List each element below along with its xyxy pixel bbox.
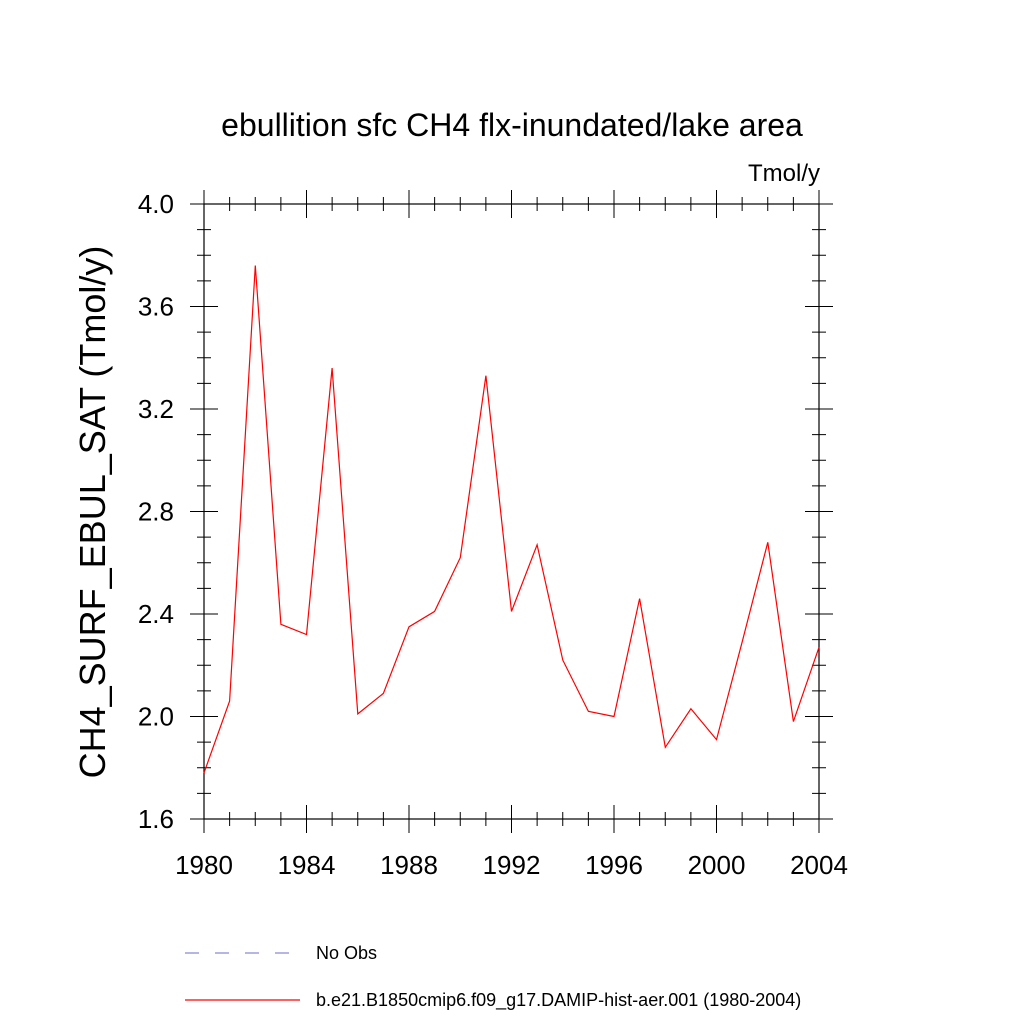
series-layer xyxy=(203,265,820,774)
legend-label-no-obs: No Obs xyxy=(316,943,377,963)
x-tick-label: 2004 xyxy=(790,850,848,880)
y-tick-label: 3.6 xyxy=(138,292,174,322)
x-tick-label: 1984 xyxy=(278,850,336,880)
x-tick-label: 1992 xyxy=(483,850,541,880)
y-tick-label: 3.2 xyxy=(138,394,174,424)
x-tick-label: 1980 xyxy=(175,850,233,880)
x-tick-label: 1996 xyxy=(585,850,643,880)
x-tick-label: 2000 xyxy=(688,850,746,880)
legend-label-series: b.e21.B1850cmip6.f09_g17.DAMIP-hist-aer.… xyxy=(316,990,801,1011)
units-label: Tmol/y xyxy=(748,160,820,187)
y-tick-label: 2.0 xyxy=(138,702,174,732)
y-axis-label: CH4_SURF_EBUL_SAT (Tmol/y) xyxy=(72,246,113,779)
chart-title: ebullition sfc CH4 flx-inundated/lake ar… xyxy=(221,107,803,143)
plot-frame xyxy=(203,203,820,820)
series-line xyxy=(203,265,820,774)
y-tick-label: 2.8 xyxy=(138,497,174,527)
y-tick-label: 1.6 xyxy=(138,804,174,834)
x-tick-label: 1988 xyxy=(380,850,438,880)
y-tick-label: 4.0 xyxy=(138,189,174,219)
axis-ticks xyxy=(190,190,833,833)
legend: No Obs b.e21.B1850cmip6.f09_g17.DAMIP-hi… xyxy=(185,943,801,1011)
y-tick-label: 2.4 xyxy=(138,599,174,629)
tick-labels: 1980 1984 1988 1992 1996 2000 2004 1.6 2.0 2.4 2.8… xyxy=(138,189,848,880)
